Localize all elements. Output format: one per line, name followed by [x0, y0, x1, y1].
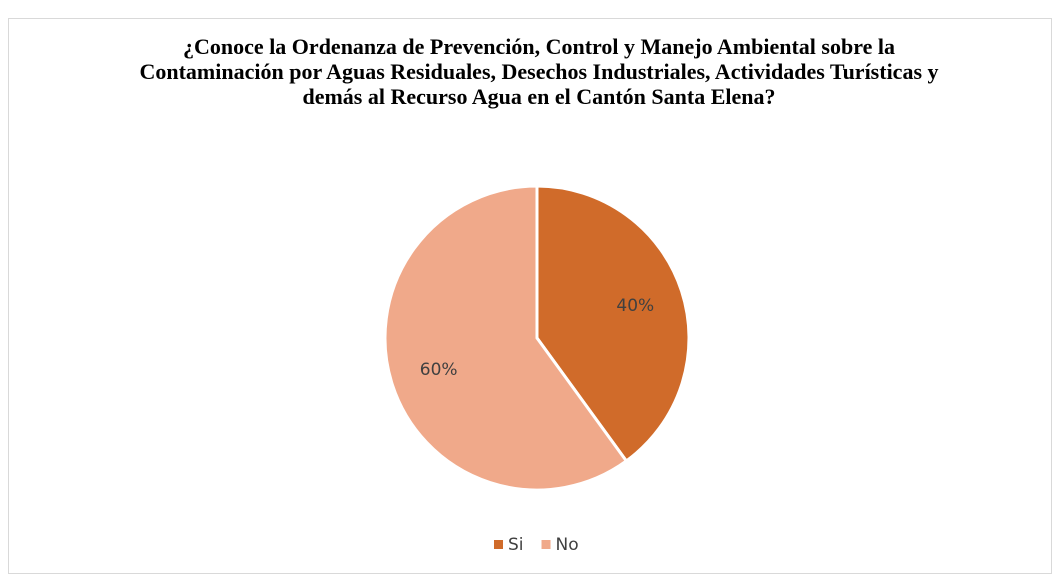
pie-slice: [535, 184, 691, 464]
legend-label: Si: [508, 535, 524, 555]
chart-title: ¿Conoce la Ordenanza de Prevención, Cont…: [139, 34, 939, 109]
data-label: 60%: [420, 360, 458, 380]
legend-swatch: [541, 540, 551, 549]
chart-frame: [8, 18, 1052, 574]
legend-swatch: [494, 540, 503, 549]
pie-slice: [383, 184, 629, 492]
legend-label: No: [556, 535, 579, 555]
data-label: 40%: [616, 296, 654, 316]
